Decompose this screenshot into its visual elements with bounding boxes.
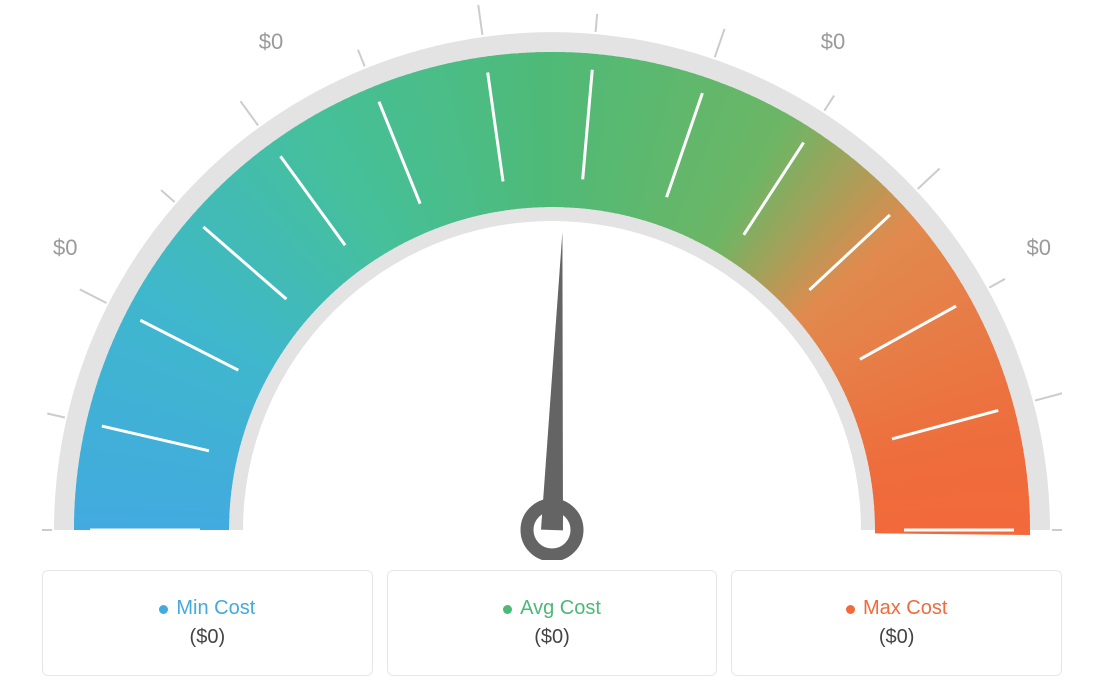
dot-icon	[846, 605, 855, 614]
legend-label: Min Cost	[176, 597, 255, 620]
dot-icon	[159, 605, 168, 614]
legend-value: ($0)	[190, 626, 226, 649]
legend-label: Max Cost	[863, 597, 947, 620]
gauge-svg: $0$0$0$0$0$0$0	[42, 0, 1062, 560]
svg-text:$0: $0	[1026, 235, 1050, 260]
dot-icon	[503, 605, 512, 614]
legend-card-avg: Avg Cost ($0)	[387, 570, 718, 676]
svg-text:$0: $0	[53, 235, 77, 260]
legend-card-max: Max Cost ($0)	[731, 570, 1062, 676]
legend-label: Avg Cost	[520, 597, 601, 620]
legend-title-avg: Avg Cost	[503, 597, 601, 620]
legend-row: Min Cost ($0) Avg Cost ($0) Max Cost ($0…	[42, 570, 1062, 676]
gauge: $0$0$0$0$0$0$0	[42, 0, 1062, 560]
legend-value: ($0)	[534, 626, 570, 649]
cost-gauge-infographic: $0$0$0$0$0$0$0 Min Cost ($0) Avg Cost ($…	[0, 0, 1104, 690]
svg-text:$0: $0	[821, 29, 845, 54]
legend-value: ($0)	[879, 626, 915, 649]
legend-title-max: Max Cost	[846, 597, 947, 620]
legend-title-min: Min Cost	[159, 597, 255, 620]
legend-card-min: Min Cost ($0)	[42, 570, 373, 676]
svg-text:$0: $0	[259, 29, 283, 54]
